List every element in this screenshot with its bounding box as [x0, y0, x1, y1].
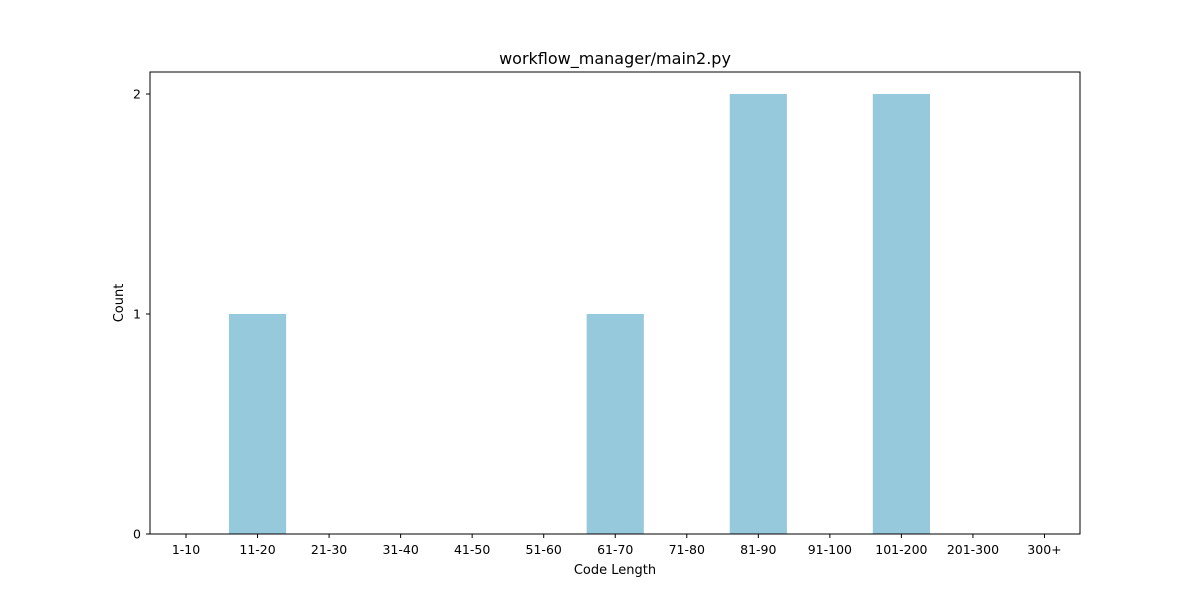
bars-group — [228, 94, 930, 534]
bar-11-20 — [228, 314, 287, 534]
x-tick-label-71-80: 71-80 — [669, 542, 705, 557]
bar-101-200 — [872, 94, 930, 534]
bar-61-70 — [586, 314, 644, 534]
x-tick-label-300+: 300+ — [1027, 542, 1061, 557]
x-tick-label-11-20: 11-20 — [239, 542, 275, 557]
y-tick-label-0: 0 — [133, 527, 141, 542]
x-tick-label-201-300: 201-300 — [947, 542, 999, 557]
x-tick-label-51-60: 51-60 — [526, 542, 562, 557]
x-tick-label-41-50: 41-50 — [454, 542, 490, 557]
x-axis: 1-10 11-20 21-30 31-40 41-50 51-60 61-70 71-80 8… — [172, 534, 1062, 557]
bar-81-90 — [729, 94, 787, 534]
y-axis-label: Count — [112, 284, 127, 323]
x-tick-label-81-90: 81-90 — [740, 542, 776, 557]
x-tick-label-61-70: 61-70 — [597, 542, 633, 557]
x-axis-label: Code Length — [574, 563, 656, 578]
y-tick-label-1: 1 — [133, 307, 141, 322]
x-tick-label-101-200: 101-200 — [875, 542, 927, 557]
x-tick-label-31-40: 31-40 — [382, 542, 418, 557]
y-axis: 0 1 2 — [133, 87, 150, 542]
chart-title: workflow_manager/main2.py — [499, 49, 731, 69]
x-tick-label-1-10: 1-10 — [172, 542, 200, 557]
x-tick-label-21-30: 21-30 — [311, 542, 347, 557]
y-tick-label-2: 2 — [133, 87, 141, 102]
x-tick-label-91-100: 91-100 — [808, 542, 852, 557]
